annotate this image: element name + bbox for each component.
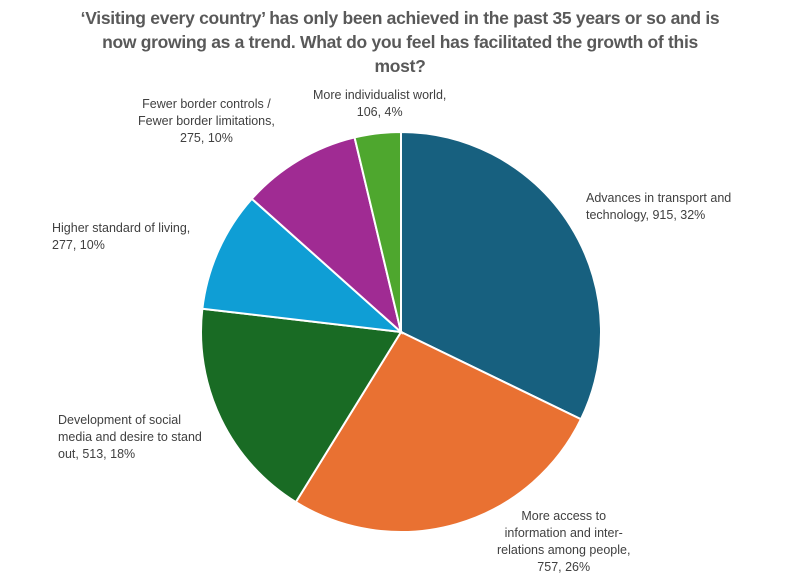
chart-title-line: now growing as a trend. What do you feel… [102,32,698,52]
label-line: 757, 26% [537,560,591,574]
chart-title-line: ‘Visiting every country’ has only been a… [80,8,720,28]
pie-slice-development-of-social-media-and-desire-to-stand-out [200,307,403,504]
label-line: Higher standard of living, [52,221,191,235]
data-label-social-media: Development of social media and desire t… [58,412,202,463]
label-line: relations among people, [497,543,631,557]
label-line: out, 513, 18% [58,447,136,461]
pie-slice-higher-standard-of-living [201,197,405,334]
label-line: Fewer border controls / [142,97,271,111]
pie-slice-more-individualist-world [353,130,402,333]
label-line: More access to [521,509,607,523]
pie-slice-advances-in-transport-and-technology [400,130,602,421]
label-line: Advances in transport and [586,191,732,205]
data-label-individualist: More individualist world, 106, 4% [313,87,446,121]
label-line: media and desire to stand [58,430,202,444]
label-line: More individualist world, [313,88,447,102]
data-label-information: More access to information and inter- re… [497,508,630,576]
label-line: information and inter- [504,526,623,540]
label-line: 277, 10% [52,238,105,252]
label-line: Fewer border limitations, [138,114,275,128]
label-line: 275, 10% [180,131,233,145]
data-label-border-controls: Fewer border controls / Fewer border lim… [138,96,275,147]
label-line: 106, 4% [356,105,403,119]
data-label-transport: Advances in transport and technology, 91… [586,190,731,224]
chart-title: ‘Visiting every country’ has only been a… [40,6,760,78]
label-line: Development of social [58,413,181,427]
chart-title-line: most? [374,56,426,76]
label-line: technology, 915, 32% [586,208,706,222]
data-label-standard-of-living: Higher standard of living, 277, 10% [52,220,190,254]
pie-slice-more-access-to-information-and-inter-relations-among-people [294,330,583,533]
pie-slice-fewer-border-controls-fewer-border-limitations [250,136,403,335]
